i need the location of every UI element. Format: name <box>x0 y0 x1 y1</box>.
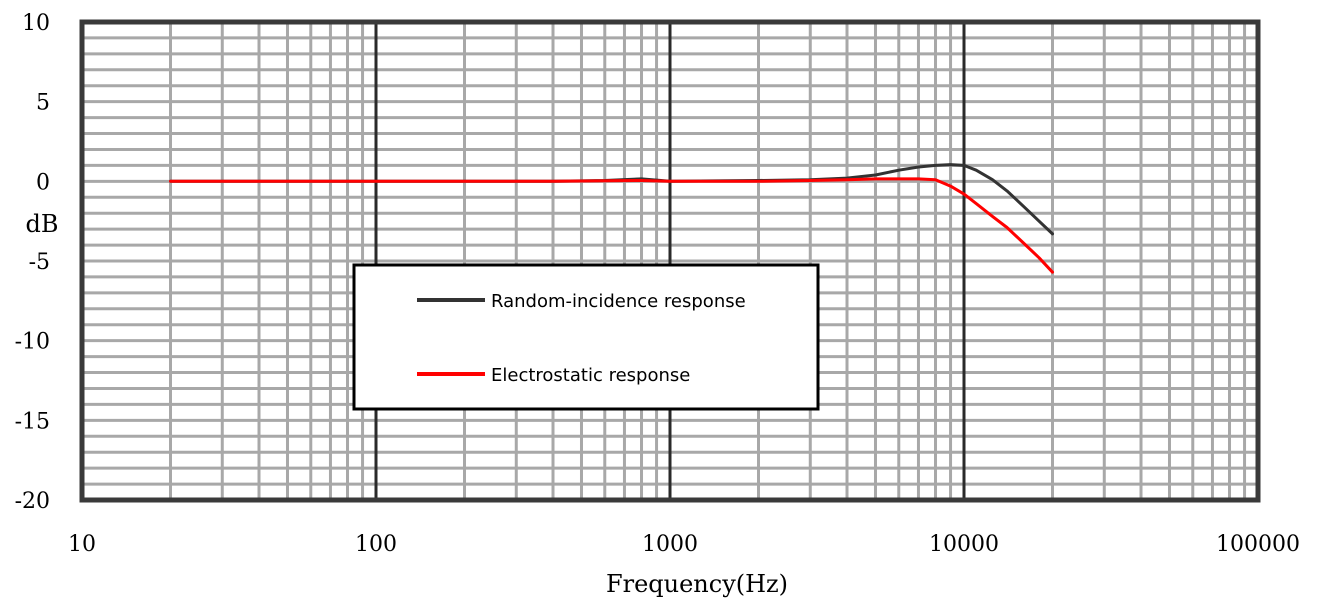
series-layer <box>169 163 1054 274</box>
x-tick-label: 1000 <box>642 532 698 557</box>
legend-entry-random-incidence: Random-incidence response <box>491 291 746 312</box>
y-tick-label: -10 <box>15 330 50 355</box>
series-random-incidence-line <box>169 163 1054 236</box>
plot-frame <box>79 19 1261 503</box>
x-tick-labels: 10 100 1000 10000 100000 <box>68 532 1300 557</box>
series-electrostatic-line <box>169 177 1054 274</box>
y-axis-label: dB <box>26 210 59 238</box>
x-tick-label: 100 <box>355 532 397 557</box>
legend-entry-electrostatic: Electrostatic response <box>491 365 690 386</box>
x-tick-label: 100000 <box>1216 532 1300 557</box>
y-tick-label: 10 <box>22 11 50 36</box>
y-tick-label: -5 <box>29 250 50 275</box>
y-tick-label: 0 <box>36 170 50 195</box>
x-axis-label: Frequency(Hz) <box>606 570 788 598</box>
y-tick-label: -15 <box>15 409 50 434</box>
y-tick-labels: 10 5 0 -5 -10 -15 -20 <box>15 11 50 514</box>
x-tick-label: 10000 <box>929 532 999 557</box>
y-tick-label: 5 <box>36 91 50 116</box>
y-tick-label: -20 <box>15 489 50 514</box>
legend-box <box>352 263 820 411</box>
legend: Random-incidence response Electrostatic … <box>352 263 820 411</box>
x-tick-label: 10 <box>68 532 96 557</box>
